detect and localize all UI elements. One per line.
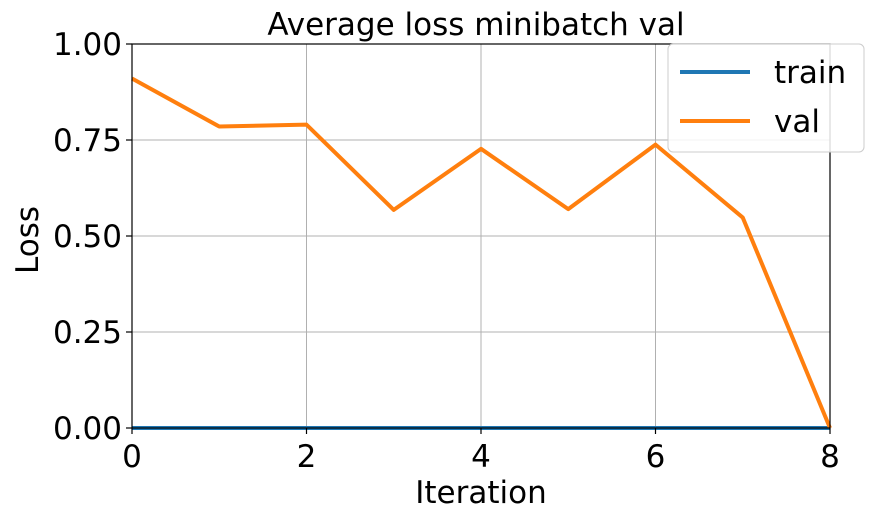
chart-title: Average loss minibatch val <box>267 7 684 43</box>
x-tick-label: 0 <box>122 439 142 475</box>
x-axis-ticks: 0 2 4 6 8 <box>122 428 840 475</box>
y-tick-label: 0.50 <box>53 219 122 255</box>
x-axis-label: Iteration <box>415 475 547 511</box>
y-tick-label: 1.00 <box>53 27 122 63</box>
x-tick-label: 6 <box>646 439 666 475</box>
x-tick-label: 2 <box>297 439 317 475</box>
y-tick-label: 0.75 <box>53 123 122 159</box>
y-axis-label: Loss <box>10 206 46 274</box>
x-tick-label: 4 <box>471 439 491 475</box>
y-tick-label: 0.00 <box>53 411 122 447</box>
legend: train val <box>668 44 864 152</box>
x-tick-label: 8 <box>820 439 840 475</box>
legend-label-val: val <box>774 104 820 140</box>
legend-label-train: train <box>774 55 846 91</box>
y-axis-ticks: 0.00 0.25 0.50 0.75 1.00 <box>53 27 132 447</box>
y-tick-label: 0.25 <box>53 315 122 351</box>
